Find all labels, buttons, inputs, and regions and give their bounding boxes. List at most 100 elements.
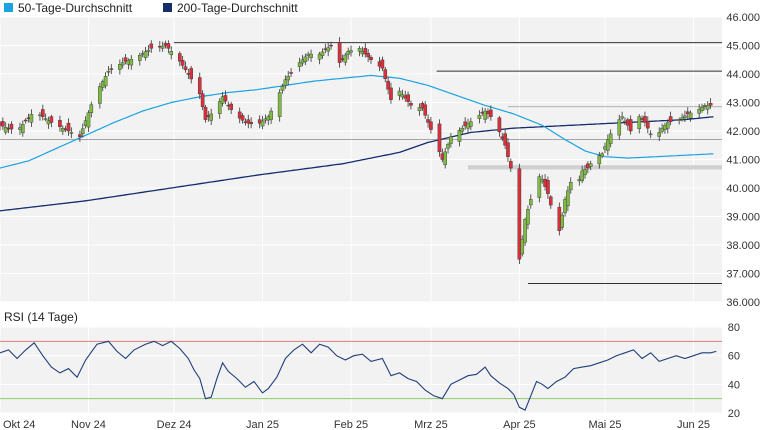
x-tick-label: Nov 24 xyxy=(71,419,106,430)
candle xyxy=(668,111,673,126)
candle-body xyxy=(183,66,188,70)
candle xyxy=(509,158,513,172)
candle xyxy=(369,55,373,64)
candle xyxy=(563,196,567,217)
candle xyxy=(683,110,687,122)
candle-body xyxy=(548,196,553,206)
candle xyxy=(49,114,54,128)
candle xyxy=(597,151,602,169)
candle xyxy=(118,59,122,75)
candle xyxy=(9,121,14,134)
candle xyxy=(566,186,570,212)
candle xyxy=(249,117,253,129)
candle xyxy=(166,40,171,54)
candle xyxy=(580,165,584,184)
candle-body xyxy=(260,120,265,127)
candle xyxy=(477,110,482,124)
candle-body xyxy=(568,182,573,191)
candle xyxy=(406,91,410,107)
candle xyxy=(460,125,465,134)
candle-body xyxy=(423,104,428,116)
candle xyxy=(705,101,710,115)
candle-body xyxy=(563,199,567,214)
candle-body xyxy=(98,86,102,104)
candle-body xyxy=(697,108,701,114)
x-tick-label: Dez 24 xyxy=(157,419,192,430)
candle-body xyxy=(21,124,25,134)
candle xyxy=(229,101,233,115)
x-tick-label: Okt 24 xyxy=(3,419,35,430)
candle-body xyxy=(620,116,624,119)
candle-body xyxy=(320,51,325,56)
candle-body xyxy=(489,109,493,117)
candle-body xyxy=(437,123,442,153)
candle-body xyxy=(520,239,525,255)
candle-body xyxy=(200,93,205,107)
candle xyxy=(280,83,285,94)
candle xyxy=(200,90,205,111)
candle xyxy=(608,129,613,148)
candle-body xyxy=(106,70,111,73)
candle-body xyxy=(617,119,622,136)
x-tick-label: Mai 25 xyxy=(588,419,621,430)
candle xyxy=(41,104,45,121)
candle xyxy=(446,142,450,154)
candle xyxy=(665,119,670,134)
candle-body xyxy=(203,106,208,120)
candle xyxy=(426,114,430,128)
candle-body xyxy=(103,76,108,87)
candle-body xyxy=(580,170,584,182)
candle xyxy=(648,130,653,139)
rsi-axis: 20 40 60 80 xyxy=(728,322,740,420)
candle-body xyxy=(309,53,313,58)
candle xyxy=(120,57,125,69)
candle xyxy=(417,103,422,116)
candle-body xyxy=(628,119,633,132)
candle-body xyxy=(426,119,430,123)
legend-ma50-label: 50-Tage-Durchschnitt xyxy=(18,1,133,15)
candle-body xyxy=(223,95,228,102)
candle-body xyxy=(566,190,570,207)
candle xyxy=(203,105,208,123)
candle-body xyxy=(49,116,54,123)
candle xyxy=(397,87,402,101)
candle-body xyxy=(700,107,704,111)
candle xyxy=(129,55,134,70)
candle-body xyxy=(286,75,291,81)
candle xyxy=(209,108,213,125)
candle xyxy=(520,235,525,257)
candle-body xyxy=(506,142,510,157)
candle-body xyxy=(677,119,681,121)
x-axis: Okt 24 Nov 24 Dez 24 Jan 25 Feb 25 Mrz 25 Apr … xyxy=(3,419,710,430)
legend: 50-Tage-Durchschnitt 200-Tage-Durchschni… xyxy=(4,1,298,15)
candle xyxy=(523,217,527,246)
candle xyxy=(357,45,362,57)
price-gridlines xyxy=(0,16,722,303)
candle-body xyxy=(317,53,322,60)
rsi-panel xyxy=(0,327,722,413)
candle xyxy=(349,45,353,57)
candle xyxy=(443,147,447,169)
candle xyxy=(700,103,704,113)
candle xyxy=(240,113,245,124)
candle xyxy=(177,51,182,67)
candle-body xyxy=(446,144,450,149)
candle-body xyxy=(229,103,233,110)
candle-body xyxy=(197,77,202,95)
candle-body xyxy=(329,44,333,47)
candle-body xyxy=(457,130,462,142)
candle-body xyxy=(3,126,8,133)
candle-body xyxy=(380,59,385,69)
candle-body xyxy=(363,48,368,55)
rsi-levels xyxy=(0,340,722,400)
ma200-line xyxy=(0,116,714,212)
candle-body xyxy=(297,62,302,67)
candle xyxy=(69,127,74,139)
moving-averages xyxy=(0,74,714,212)
candle xyxy=(409,100,413,110)
candle xyxy=(277,89,282,122)
candle-body xyxy=(680,117,684,120)
candle-body xyxy=(648,133,653,136)
candle xyxy=(317,51,322,65)
rsi-tick-label: 20 xyxy=(728,408,740,420)
